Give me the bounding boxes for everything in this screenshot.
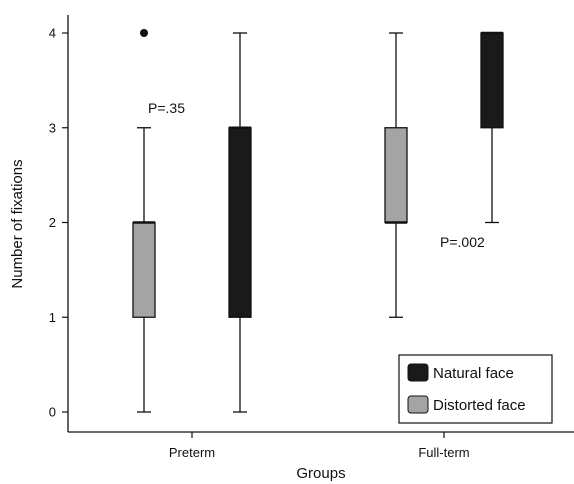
box-natural-face-full-term [480, 31, 504, 224]
x-tick-label: Full-term [418, 445, 469, 460]
legend-entry: Natural face [433, 365, 514, 382]
p-value-annotation: P=.002 [440, 234, 485, 250]
box-body [132, 221, 156, 318]
p-value-annotation: P=.35 [148, 100, 185, 116]
x-axis-title: Groups [296, 465, 345, 482]
y-tick-label: 1 [49, 310, 56, 325]
box-natural-face-preterm [228, 32, 252, 413]
box-distorted-face-preterm [132, 29, 156, 413]
box-marks [132, 29, 504, 413]
y-axis-title: Number of fixations [9, 159, 26, 288]
annotations: P=.35 P=.002 [148, 100, 485, 250]
box-body [384, 127, 408, 224]
y-tick-label: 3 [49, 120, 56, 135]
box-body [480, 32, 504, 129]
legend-entry: Distorted face [433, 397, 526, 414]
box-distorted-face-full-term [384, 32, 408, 318]
x-tick-label: Preterm [169, 445, 215, 460]
y-tick-label: 2 [49, 215, 56, 230]
y-tick-label: 0 [49, 405, 56, 420]
legend: Natural face Distorted face [398, 354, 553, 424]
legend-swatch [407, 395, 429, 414]
box-body [228, 127, 252, 318]
y-tick-label: 4 [49, 26, 56, 41]
outlier-point [140, 29, 148, 37]
legend-swatch [407, 363, 429, 382]
axes: 0 1 2 3 4 Preterm Full-term [49, 15, 574, 460]
